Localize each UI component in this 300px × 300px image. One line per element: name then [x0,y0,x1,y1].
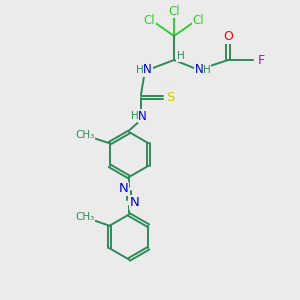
Text: Cl: Cl [168,5,180,18]
Text: CH₃: CH₃ [75,212,94,222]
Text: F: F [258,53,265,67]
Text: Cl: Cl [193,14,204,27]
Text: H: H [130,111,138,122]
Text: H: H [177,51,184,62]
Text: N: N [119,182,128,196]
Text: Cl: Cl [144,14,155,27]
Text: CH₃: CH₃ [75,130,94,140]
Text: H: H [203,65,211,75]
Text: N: N [138,110,147,123]
Text: N: N [143,63,152,76]
Text: H: H [136,65,143,75]
Text: N: N [194,63,203,76]
Text: S: S [166,91,175,104]
Text: O: O [223,30,233,43]
Text: N: N [130,196,139,209]
